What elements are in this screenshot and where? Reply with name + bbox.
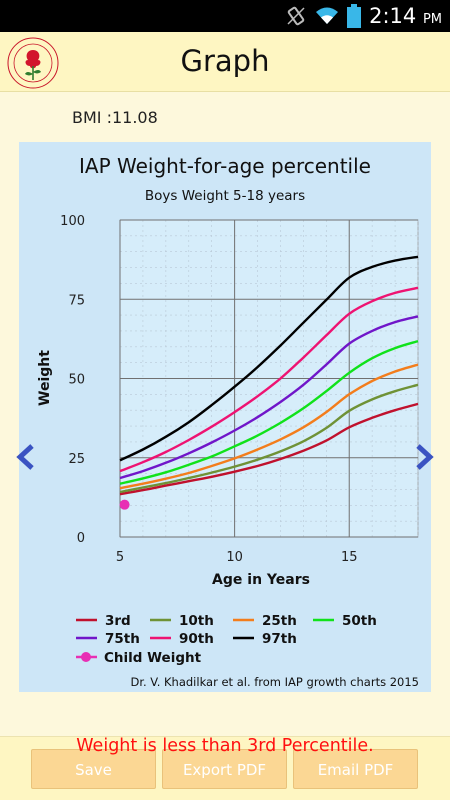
y-tick-label: 0: [77, 531, 85, 546]
series-line-97th: [119, 255, 419, 462]
chart-credit: Dr. V. Khadilkar et al. from IAP growth …: [130, 675, 419, 689]
series-line-3rd: [119, 402, 419, 496]
child-weight-point: [119, 499, 130, 510]
legend-label-child: Child Weight: [104, 650, 202, 666]
status-icons: 2:14 PM: [285, 4, 442, 28]
growth-chart: 5 10 15 0 25 50 75 100 IAP Weight-for-age perce…: [37, 154, 419, 689]
email-pdf-button[interactable]: Email PDF: [293, 749, 418, 789]
legend-label: 75th: [105, 631, 140, 647]
legend-label: 25th: [262, 613, 297, 629]
legend-dot-child: [81, 652, 91, 662]
bmi-value: BMI :11.08: [72, 108, 158, 127]
chart-legend: 3rd 10th 25th 50th 75th 90th 97th Child Weight: [76, 613, 377, 666]
next-chart-arrow-icon[interactable]: [412, 442, 436, 472]
previous-chart-arrow-icon[interactable]: [14, 442, 38, 472]
y-tick-label: 25: [68, 452, 85, 467]
percentile-warning: Weight is less than 3rd Percentile.: [76, 736, 374, 756]
export-pdf-button[interactable]: Export PDF: [162, 749, 287, 789]
y-tick-label: 75: [68, 293, 85, 308]
series-line-50th: [119, 339, 419, 485]
page-title: Graph: [180, 44, 270, 78]
iap-rose-logo-icon: [7, 37, 59, 89]
y-tick-label: 50: [68, 373, 85, 388]
x-tick-label: 5: [116, 550, 124, 565]
series-line-90th: [119, 286, 419, 473]
wifi-icon: [316, 7, 339, 24]
vibrate-icon: [287, 6, 305, 26]
legend-label: 10th: [179, 613, 214, 629]
legend-label: 3rd: [105, 613, 131, 629]
status-time: 2:14 PM: [369, 4, 442, 28]
save-button[interactable]: Save: [31, 749, 156, 789]
series-line-75th: [119, 315, 419, 480]
series-line-10th: [119, 383, 419, 494]
chart-grid: 5 10 15 0 25 50 75 100: [60, 214, 419, 565]
y-axis-label: Weight: [37, 350, 53, 406]
x-axis-label: Age in Years: [212, 572, 310, 588]
status-bar: 2:14 PM: [0, 0, 450, 32]
y-tick-label: 100: [60, 214, 85, 229]
app-bar: Graph: [0, 32, 450, 92]
chart-title: IAP Weight-for-age percentile: [79, 154, 371, 178]
battery-icon: [347, 4, 362, 28]
chart-series: [119, 255, 419, 510]
legend-label: 97th: [262, 631, 297, 647]
x-tick-label: 10: [226, 550, 243, 565]
legend-label: 90th: [179, 631, 214, 647]
legend-label: 50th: [342, 613, 377, 629]
chart-subtitle: Boys Weight 5-18 years: [145, 188, 305, 204]
x-tick-label: 15: [341, 550, 358, 565]
growth-chart-panel: 5 10 15 0 25 50 75 100 IAP Weight-for-age perce…: [19, 142, 431, 692]
series-line-25th: [119, 363, 419, 490]
